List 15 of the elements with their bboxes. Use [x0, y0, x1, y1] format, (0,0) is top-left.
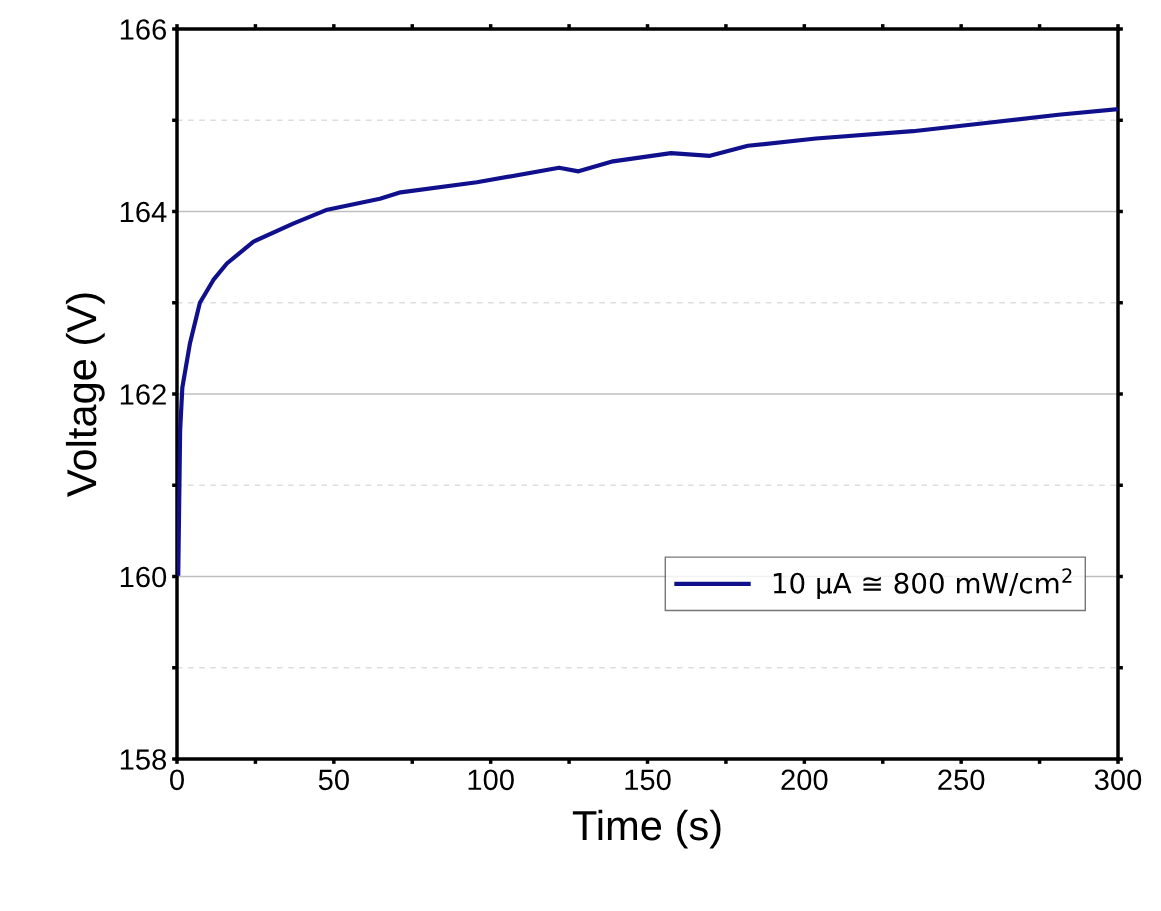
y-tick-label: 160	[120, 566, 167, 588]
y-tick-label: 164	[120, 201, 167, 223]
y-tick-label: 166	[120, 19, 166, 40]
x-tick-label: 0	[170, 769, 184, 791]
y-axis-title: Voltage (V)	[65, 293, 105, 497]
x-tick-label: 150	[625, 769, 671, 791]
legend-label: 10 μA ≅ 800 mW/cm$^{2}$	[773, 568, 1072, 600]
x-tick-label: 100	[468, 769, 514, 791]
x-tick-label: 200	[781, 769, 828, 791]
x-tick-label: 300	[1094, 769, 1142, 791]
x-tick-label: 50	[318, 769, 349, 791]
y-tick-label: 158	[120, 749, 167, 770]
y-tick-label: 162	[120, 384, 166, 405]
x-axis-title: Time (s)	[572, 809, 721, 849]
x-tick-label: 250	[938, 769, 985, 791]
